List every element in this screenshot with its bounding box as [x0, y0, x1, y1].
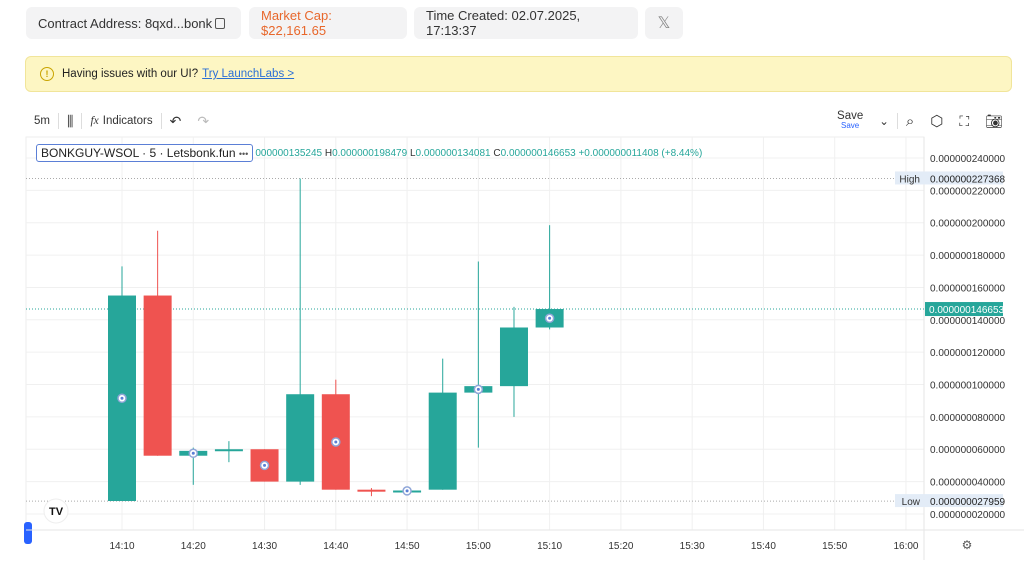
candle-body: [286, 394, 315, 482]
x-tick-label: 14:10: [109, 541, 134, 552]
quick-search-icon[interactable]: ⌕: [905, 112, 915, 130]
close-value: 0.000000146653: [500, 147, 576, 159]
last-price-badge: [925, 302, 1003, 317]
high-label-bg: [895, 171, 1003, 185]
market-cap: Market Cap: $22,161.65: [249, 7, 407, 39]
fullscreen-icon[interactable]: ⛶: [959, 112, 970, 129]
trade-marker-dot: [476, 387, 480, 391]
time-created: Time Created: 02.07.2025, 17:13:37: [414, 7, 638, 39]
x-tick-label: 15:50: [822, 541, 847, 552]
high-label: High: [899, 174, 920, 185]
x-tick-label: 14:50: [395, 541, 420, 552]
x-logo-icon[interactable]: 𝕏: [645, 7, 683, 39]
more-icon[interactable]: •••: [238, 149, 249, 159]
x-tick-label: 15:10: [537, 541, 562, 552]
sidebar-toggle: [24, 522, 32, 544]
y-tick-label: 0.000000060000: [930, 445, 1006, 456]
x-tick-label: 15:20: [608, 541, 633, 552]
trade-marker-dot: [334, 440, 338, 444]
low-label: Low: [902, 497, 921, 508]
interval-button[interactable]: 5m: [34, 115, 50, 127]
chevron-down-icon[interactable]: ⌄: [879, 116, 889, 128]
candle-body: [143, 295, 172, 456]
x-tick-label: 16:00: [893, 541, 918, 552]
y-tick-label: 0.000000220000: [930, 186, 1006, 197]
fx-icon: fx: [90, 115, 99, 127]
tradingview-logo: [43, 498, 69, 524]
indicators-button[interactable]: fx Indicators: [82, 115, 160, 127]
low-value: 0.000000027959: [930, 497, 1006, 508]
trade-marker-dot: [263, 463, 267, 467]
x-tick-label: 15:30: [680, 541, 705, 552]
camera-icon[interactable]: 📷︎: [985, 112, 1003, 129]
y-tick-label: 0.000000200000: [930, 219, 1006, 230]
contract-text: Contract Address: 8qxd...bonk: [38, 15, 213, 31]
chart-toolbar: 5m ⫼ fx Indicators ↶ ↷ Save Save ⌄ ⌕ ⬡ ⛶ 📷…: [26, 108, 1011, 134]
ui-issue-banner: ! Having issues with our UI? Try LaunchLab…: [25, 56, 1012, 92]
x-tick-label: 14:30: [252, 541, 277, 552]
candle-body: [428, 392, 457, 490]
candle-type-icon[interactable]: ⫼: [66, 112, 74, 129]
candle-body: [214, 449, 243, 452]
open-value: 000000135245: [255, 147, 323, 159]
save-button[interactable]: Save Save: [829, 110, 871, 131]
settings-icon[interactable]: ⬡: [930, 113, 944, 130]
y-tick-label: 0.000000040000: [930, 478, 1006, 489]
change-value: +0.000000011408 (+8.44%): [578, 147, 703, 159]
chart-legend: BONKGUY-WSOL · 5 · Letsbonk.fun ••• 0000…: [36, 144, 702, 162]
redo-icon[interactable]: ↷: [197, 112, 210, 129]
high-value: 0.000000227368: [930, 174, 1006, 185]
y-tick-label: 0.000000120000: [930, 348, 1006, 359]
last-price-value: 0.000000146653: [929, 305, 1005, 316]
y-tick-label: 0.000000140000: [930, 316, 1006, 327]
x-tick-label: 14:20: [181, 541, 206, 552]
high-value: 0.000000198479: [332, 147, 408, 159]
y-tick-label: 0.000000100000: [930, 381, 1006, 392]
plot-area: [25, 136, 925, 531]
save-label: Save: [837, 110, 864, 122]
copy-icon[interactable]: [215, 17, 226, 29]
y-tick-label: 0.000000240000: [930, 154, 1006, 165]
y-tick-label: 0.000000080000: [930, 413, 1006, 424]
x-tick-label: 15:00: [466, 541, 491, 552]
indicators-label: Indicators: [102, 115, 153, 127]
warning-icon: !: [40, 67, 54, 81]
y-tick-label: 0.000000180000: [930, 251, 1006, 262]
trade-marker-dot: [405, 489, 409, 493]
y-tick-label: 0.000000020000: [930, 510, 1006, 521]
candle-body: [499, 327, 528, 387]
close-label: C: [493, 147, 501, 159]
low-label-bg: [895, 494, 1003, 508]
y-tick-label: 0.000000160000: [930, 283, 1006, 294]
high-label: H: [324, 147, 333, 159]
trade-marker-dot: [548, 316, 552, 320]
x-tick-label: 15:40: [751, 541, 776, 552]
symbol-title[interactable]: BONKGUY-WSOL · 5 · Letsbonk.fun •••: [36, 144, 254, 162]
contract-address[interactable]: Contract Address: 8qxd...bonk: [26, 7, 241, 39]
symbol-text: BONKGUY-WSOL · 5 · Letsbonk.fun: [41, 146, 236, 160]
banner-text: Having issues with our UI?: [62, 68, 199, 80]
undo-icon[interactable]: ↶: [169, 112, 182, 129]
candle-body: [357, 489, 386, 492]
tradingview-logo-text: TV: [49, 506, 64, 518]
low-label: L: [409, 147, 416, 159]
save-sub-label: Save: [841, 121, 860, 130]
trade-marker-dot: [120, 396, 124, 400]
launchlabs-link[interactable]: Try LaunchLabs >: [202, 68, 295, 80]
x-tick-label: 14:40: [323, 541, 348, 552]
low-value: 0.000000134081: [415, 147, 491, 159]
axis-settings-icon: ⚙: [962, 538, 973, 552]
trade-marker-dot: [191, 451, 195, 455]
